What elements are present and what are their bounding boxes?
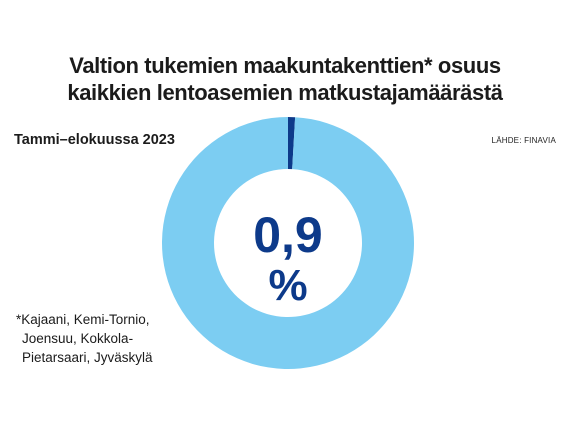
- chart-subtitle: Tammi–elokuussa 2023: [14, 132, 175, 148]
- donut-slice-highlight: [288, 117, 296, 170]
- chart-title-line-2: kaikkien lentoasemien matkustajamäärästä: [67, 80, 503, 105]
- source-note: LÄHDE: FINAVIA: [491, 136, 556, 145]
- footnote: *Kajaani, Kemi-Tornio, Joensuu, Kokkola-…: [16, 310, 153, 367]
- center-value-label: 0,9: [253, 207, 323, 263]
- footnote-line-1: *Kajaani, Kemi-Tornio,: [16, 312, 150, 327]
- chart-title: Valtion tukemien maakuntakenttien* osuus…: [0, 52, 570, 106]
- chart-title-line-1: Valtion tukemien maakuntakenttien* osuus: [69, 53, 501, 78]
- center-unit-label: %: [268, 261, 307, 310]
- donut-slice-rest: [161, 117, 414, 369]
- donut-slices: [161, 117, 414, 369]
- footnote-line-2: Joensuu, Kokkola-: [22, 331, 134, 346]
- footnote-line-3: Pietarsaari, Jyväskylä: [22, 350, 153, 365]
